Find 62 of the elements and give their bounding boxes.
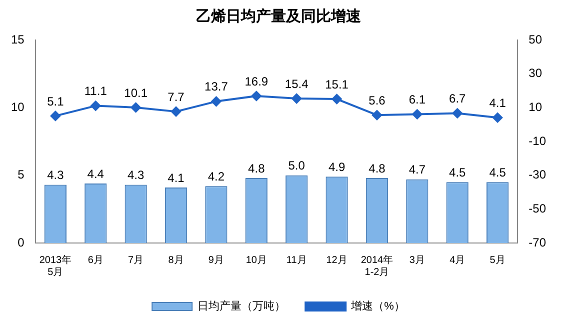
data-label: 4.2 bbox=[208, 169, 225, 184]
y-tick-label: 5 bbox=[18, 168, 25, 182]
point bbox=[171, 106, 182, 117]
x-tick-label: 4月 bbox=[450, 254, 466, 266]
x-tick-label: 9月 bbox=[208, 254, 224, 266]
data-label: 4.8 bbox=[368, 161, 386, 176]
data-label: 13.7 bbox=[204, 80, 228, 94]
point bbox=[90, 100, 101, 111]
x-tick-label: 10月 bbox=[246, 254, 267, 266]
x-tick-label: 2013年 5月 bbox=[39, 254, 72, 278]
y2-tick-label: -50 bbox=[528, 201, 546, 216]
y-tick-label: 15 bbox=[10, 32, 25, 46]
y2-tick-label: 30 bbox=[528, 66, 542, 80]
point bbox=[292, 94, 302, 104]
data-label: 5.0 bbox=[288, 158, 306, 173]
data-label: 15.4 bbox=[284, 76, 309, 91]
data-label: 10.1 bbox=[124, 86, 148, 100]
data-label: 4.5 bbox=[489, 165, 506, 180]
y2-tick-label: -30 bbox=[528, 168, 546, 182]
x-tick-label: 8月 bbox=[168, 254, 184, 266]
x-tick-label: 2014年 1-2月 bbox=[360, 254, 394, 278]
point bbox=[332, 94, 342, 104]
point bbox=[492, 112, 503, 123]
point bbox=[211, 96, 222, 106]
point bbox=[130, 102, 141, 112]
point bbox=[452, 108, 462, 118]
x-tick-label: 3月 bbox=[409, 254, 425, 266]
point bbox=[412, 109, 422, 120]
data-label: 16.9 bbox=[244, 74, 268, 88]
data-label: 4.9 bbox=[328, 160, 346, 174]
data-label: 7.7 bbox=[168, 90, 185, 104]
x-tick-label: 6月 bbox=[88, 254, 104, 266]
y-tick-label: 0 bbox=[18, 235, 25, 250]
data-label: 4.5 bbox=[449, 165, 466, 180]
point bbox=[372, 110, 382, 120]
data-label: 4.3 bbox=[47, 168, 64, 182]
point bbox=[50, 110, 60, 121]
data-label: 6.1 bbox=[408, 92, 426, 107]
legend-label: 增速（%） bbox=[350, 300, 405, 313]
x-tick-label: 7月 bbox=[128, 254, 144, 266]
data-label: 11.1 bbox=[84, 84, 108, 98]
data-label: 4.1 bbox=[168, 170, 185, 185]
x-tick-label: 12月 bbox=[326, 254, 348, 266]
data-label: 4.1 bbox=[489, 96, 506, 110]
data-label: 6.7 bbox=[449, 92, 466, 106]
data-label: 4.8 bbox=[248, 161, 266, 176]
y2-tick-label: -10 bbox=[528, 134, 546, 148]
y2-tick-label: -70 bbox=[528, 235, 546, 250]
y2-tick-label: 10 bbox=[528, 100, 542, 114]
x-tick-label: 5月 bbox=[490, 254, 506, 266]
data-label: 15.1 bbox=[325, 77, 349, 92]
point bbox=[251, 90, 262, 101]
data-label: 5.1 bbox=[47, 94, 64, 108]
data-label: 4.4 bbox=[87, 166, 104, 181]
data-label: 4.3 bbox=[127, 168, 144, 182]
y2-tick-label: 50 bbox=[528, 32, 542, 46]
y-tick-label: 10 bbox=[10, 100, 25, 114]
data-label: 4.7 bbox=[408, 162, 426, 177]
x-tick-label: 11月 bbox=[286, 254, 307, 266]
legend-label: 日均产量（万吨） bbox=[198, 300, 286, 313]
chart-title: 乙烯日均产量及同比增速 bbox=[196, 8, 362, 26]
data-label: 5.6 bbox=[368, 93, 386, 108]
